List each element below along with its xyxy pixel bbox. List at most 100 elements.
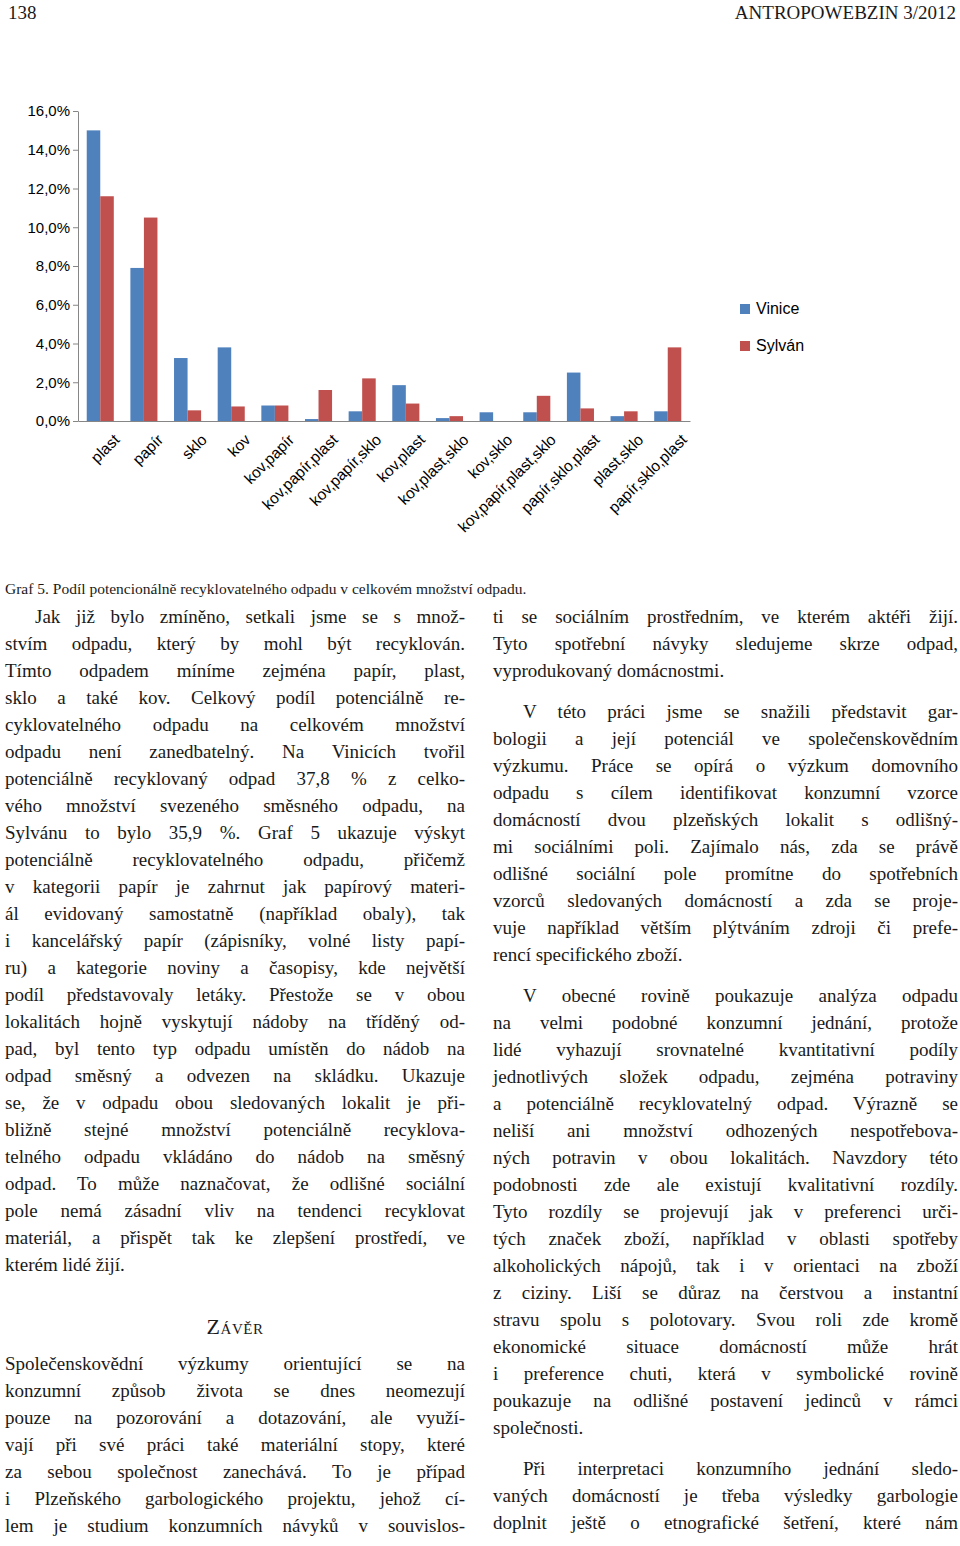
text-line: i kancelářský papír (zápisníky, volné li… (5, 927, 465, 954)
text-line: lokalitách hojně vyskytují nádoby na tří… (5, 1008, 465, 1035)
bar (480, 412, 494, 421)
x-tick: kov (224, 431, 253, 460)
y-tick: 14,0% (27, 141, 78, 158)
text-line: jednotlivých složek odpadu, zejména potr… (493, 1063, 958, 1090)
bars (87, 130, 682, 421)
text-line: rencí specifického zboží. (493, 941, 958, 968)
bar-series (87, 130, 668, 421)
text-column: ti se sociálním prostředním, ve kterém a… (493, 603, 958, 1536)
text-line: Jak již bylo zmíněno, setkali jsme se s … (5, 603, 465, 630)
text-line: konzumní způsob života se dnes neomezují (5, 1377, 465, 1404)
text-line: ných potravin v obou lokalitách. Navzdor… (493, 1144, 958, 1171)
text-line: se, že v odpadu obou sledovaných lokalit… (5, 1089, 465, 1116)
y-tick-label: 10,0% (27, 219, 70, 236)
bar (449, 416, 463, 421)
text-line: ru) a kategorie noviny a časopisy, kde n… (5, 954, 465, 981)
paragraph: Společenskovědní výzkumy orientující se … (5, 1350, 465, 1539)
text-line: kterém lidé žijí. (5, 1251, 465, 1278)
text-line: i Plzeňského garbologického projektu, je… (5, 1485, 465, 1512)
text-line: V této práci jsme se snažili představit … (493, 698, 958, 725)
y-tick: 16,0% (27, 102, 78, 119)
text-line: domácností dvou plzeňských lokalit s odl… (493, 806, 958, 833)
text-line: potenciálně recyklovatelného odpadu, při… (5, 846, 465, 873)
y-tick-mark (73, 150, 78, 151)
text-line: ál evidovaný samostatně (například obaly… (5, 900, 465, 927)
bar (305, 419, 319, 421)
text-line: alkoholických nápojů, tak i v orientaci … (493, 1252, 958, 1279)
text-line: odpad. To může naznačovat, že odlišné so… (5, 1170, 465, 1197)
page-number: 138 (8, 0, 37, 26)
text-line: ti se sociálním prostředním, ve kterém a… (493, 603, 958, 630)
bar (144, 218, 158, 421)
text-line: společnosti. (493, 1414, 958, 1441)
chart-svg: 0,0%2,0%4,0%6,0%8,0%10,0%12,0%14,0%16,0%… (0, 80, 960, 580)
text-line: odpadu není zanedbatelný. Na Vinicích tv… (5, 738, 465, 765)
x-tick: kov,papír,plast (259, 430, 341, 512)
paragraph: Jak již bylo zmíněno, setkali jsme se s … (5, 603, 465, 1278)
text-line: vají při své práci také materiální stopy… (5, 1431, 465, 1458)
y-tick-label: 4,0% (36, 335, 70, 352)
legend-label: Vinice (756, 300, 799, 317)
x-tick-label: papír,sklo,plast (518, 430, 604, 516)
bar (231, 406, 245, 421)
bar (261, 406, 275, 422)
y-tick: 4,0% (36, 335, 78, 352)
bar (406, 404, 420, 421)
text-line: pad, byl tento typ odpadu umístěn do nád… (5, 1035, 465, 1062)
text-line: Tímto odpadem míníme zejména papír, plas… (5, 657, 465, 684)
text-line: sklo a také kov. Celkový podíl potenciál… (5, 684, 465, 711)
y-axis-line (78, 112, 79, 422)
bar (87, 130, 101, 421)
bar (668, 347, 682, 421)
bar (100, 196, 114, 421)
text-line: potenciálně recyklovaný odpad 37,8 % z c… (5, 765, 465, 792)
text-line: ekonomické situace domácností může hrát (493, 1333, 958, 1360)
bar (611, 416, 625, 421)
y-axis: 0,0%2,0%4,0%6,0%8,0%10,0%12,0%14,0%16,0% (27, 102, 78, 429)
x-tick: papír,sklo,plast (518, 430, 604, 516)
text-line: za sebou společnost zanechává. To je pří… (5, 1458, 465, 1485)
y-tick-label: 0,0% (36, 412, 70, 429)
text-line: vaných domácností je třeba výsledky garb… (493, 1482, 958, 1509)
x-tick: papír,sklo,plast (605, 430, 691, 516)
text-line: telného odpadu vkládáno do nádob na směs… (5, 1143, 465, 1170)
y-tick: 10,0% (27, 219, 78, 236)
y-tick-mark (73, 111, 78, 112)
bar (567, 373, 581, 421)
x-tick: papír (129, 431, 166, 468)
text-line: na velmi podobné konzumní jednání, proto… (493, 1009, 958, 1036)
text-line: mi sociálními poli. Zajímalo nás, zda se… (493, 833, 958, 860)
x-tick-label: papír,sklo,plast (605, 430, 691, 516)
figure-caption: Graf 5. Podíl potencionálně recyklovatel… (5, 578, 526, 600)
page: {"header": {"page": "138", "journal": "A… (0, 0, 960, 1546)
y-tick-label: 16,0% (27, 102, 70, 119)
text-line: i preference chuti, která v symbolické r… (493, 1360, 958, 1387)
text-line: bližně stejné množství potenciálně recyk… (5, 1116, 465, 1143)
journal-name: ANTROPOWEBZIN 3/2012 (735, 0, 956, 26)
text-line: tých značek zboží, například v oblasti s… (493, 1225, 958, 1252)
paragraph: ti se sociálním prostředním, ve kterém a… (493, 603, 958, 684)
text-line: odpad směsný a odvezen na skládku. Ukazu… (5, 1062, 465, 1089)
y-tick: 2,0% (36, 374, 78, 391)
text-line: Společenskovědní výzkumy orientující se … (5, 1350, 465, 1377)
y-tick-mark (73, 189, 78, 190)
text-column: Jak již bylo zmíněno, setkali jsme se s … (5, 603, 465, 1539)
text-line: poukazuje na odlišné postavení jedinců v… (493, 1387, 958, 1414)
x-tick: kov,papír,sklo (306, 431, 384, 509)
x-tick: sklo (178, 431, 210, 463)
text-line: v kategorii papír je zahrnut jak papírov… (5, 873, 465, 900)
bar (436, 418, 450, 421)
text-line: podobnosti zde ale existují kvalitativní… (493, 1171, 958, 1198)
text-line: Tyto spotřební návyky sledujeme skrze od… (493, 630, 958, 657)
text-line: stvím odpadu, který by mohl být recyklov… (5, 630, 465, 657)
y-tick-mark (73, 305, 78, 306)
bar-series (100, 196, 681, 421)
text-line: odlišné sociální pole promítne do spotře… (493, 860, 958, 887)
text-line: podíl představovaly letáky. Přestože se … (5, 981, 465, 1008)
bar (130, 268, 144, 421)
y-tick-label: 2,0% (36, 374, 70, 391)
bar (392, 385, 406, 421)
legend-swatch (740, 304, 750, 314)
y-tick-label: 12,0% (27, 180, 70, 197)
text-line: Sylvánu to bylo 35,9 %. Graf 5 ukazuje v… (5, 819, 465, 846)
